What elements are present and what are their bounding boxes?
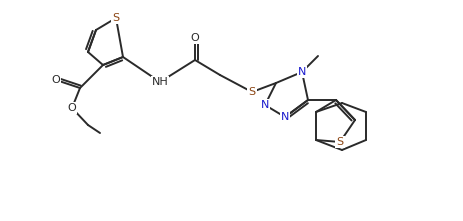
Text: S: S xyxy=(249,87,256,97)
Text: N: N xyxy=(281,112,289,122)
Text: NH: NH xyxy=(151,77,169,87)
Text: S: S xyxy=(337,137,344,147)
Text: N: N xyxy=(261,100,269,110)
Text: N: N xyxy=(298,67,306,77)
Text: S: S xyxy=(113,13,119,23)
Text: O: O xyxy=(191,33,200,43)
Text: O: O xyxy=(52,75,60,85)
Text: O: O xyxy=(68,103,76,113)
